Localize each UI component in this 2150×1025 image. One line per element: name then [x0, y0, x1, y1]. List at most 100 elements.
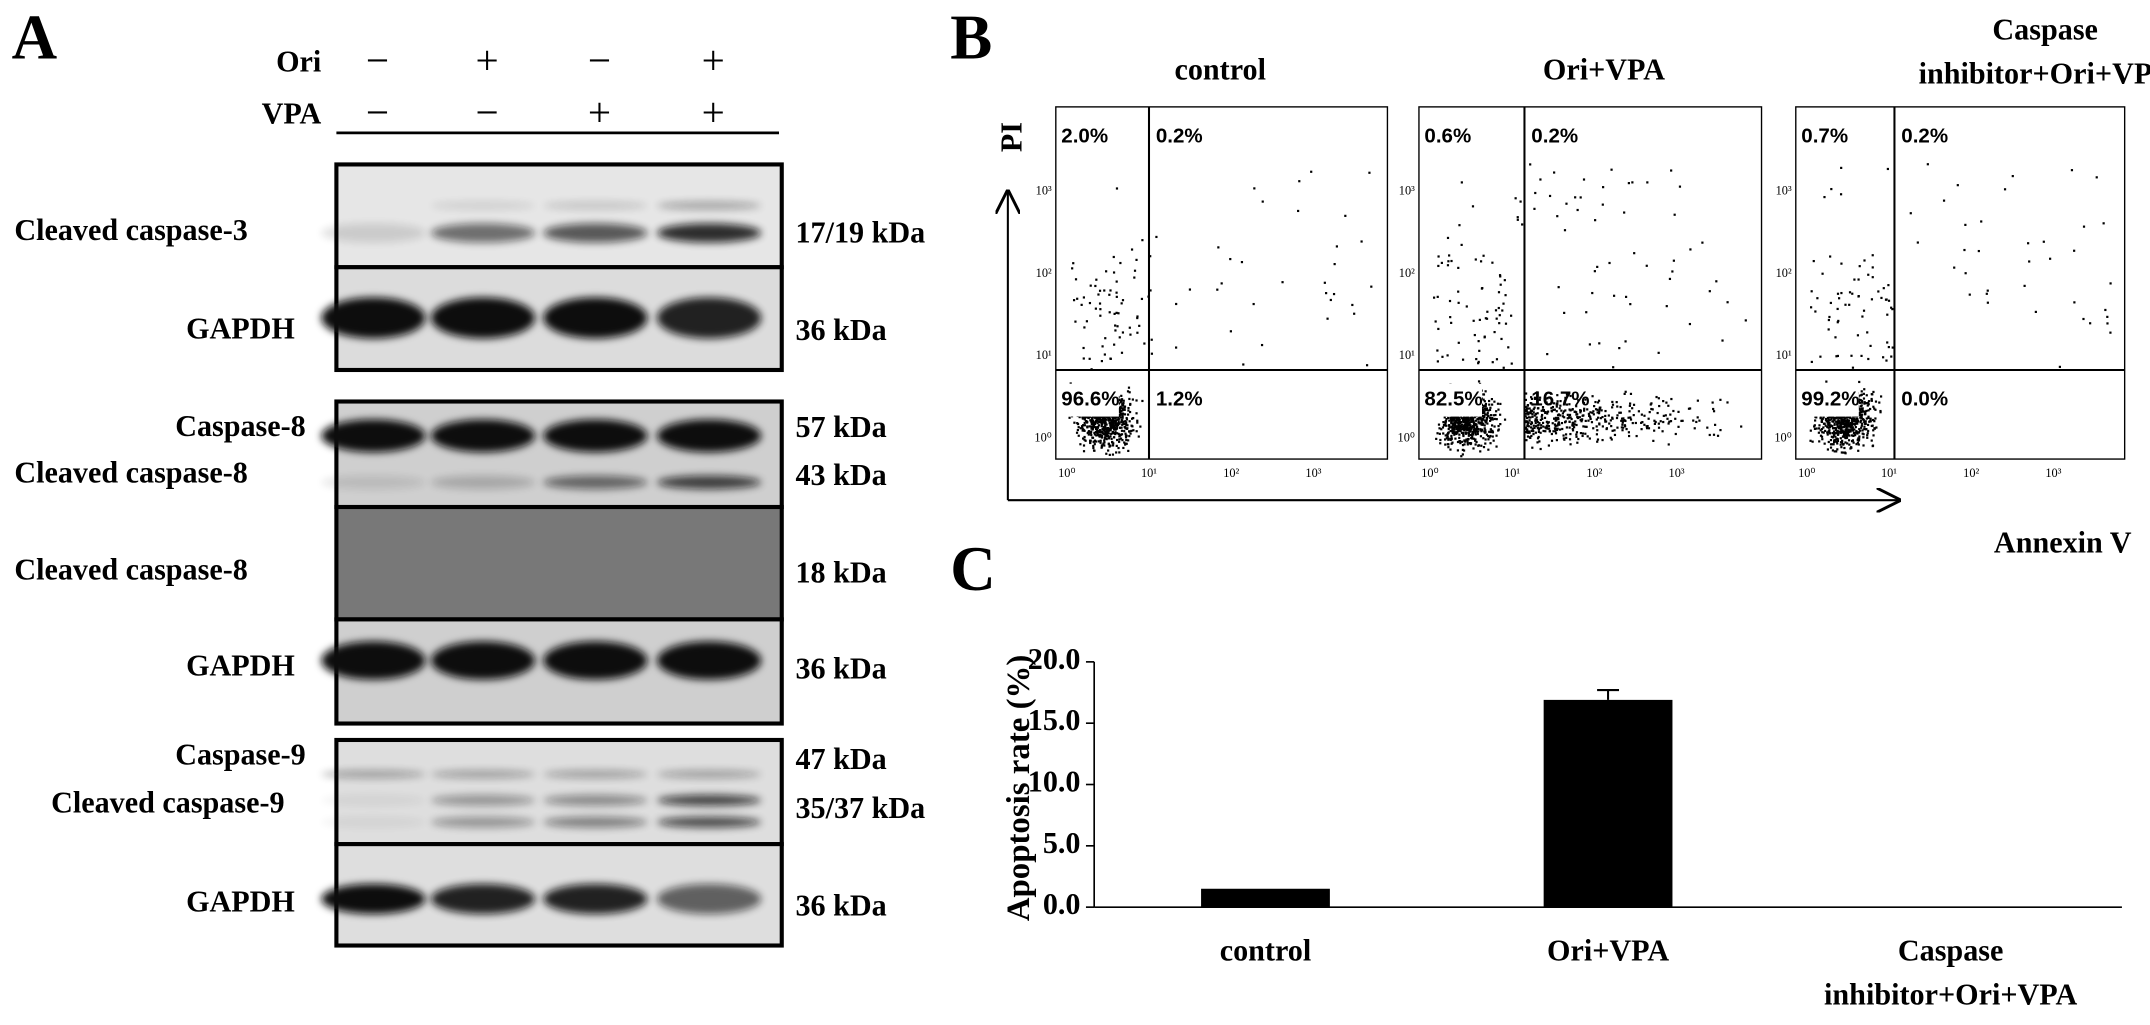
- event-dot: [1460, 420, 1463, 424]
- event-dot: [1445, 417, 1448, 421]
- event-dot: [1551, 422, 1554, 425]
- event-dot: [1335, 245, 1338, 248]
- event-dot: [1082, 444, 1086, 447]
- event-dot: [1596, 408, 1599, 411]
- event-dot: [1092, 425, 1096, 428]
- event-dot: [1469, 424, 1472, 427]
- event-dot: [1872, 405, 1875, 408]
- event-dot: [1865, 428, 1868, 431]
- event-dot: [1499, 275, 1502, 278]
- event-dot: [1479, 417, 1482, 420]
- event-dot: [1591, 291, 1594, 295]
- event-dot: [1582, 425, 1585, 428]
- event-dot: [1844, 429, 1847, 432]
- event-dot: [1538, 398, 1541, 401]
- x-tick-label-box: Ori+VPA: [1547, 933, 1669, 967]
- event-dot: [1121, 407, 1124, 410]
- event-dot: [1135, 430, 1138, 433]
- event-dot: [1467, 427, 1470, 430]
- event-dot: [1439, 442, 1442, 445]
- event-dot: [1846, 418, 1849, 422]
- event-dot: [1116, 422, 1119, 425]
- event-dot: [1670, 169, 1673, 172]
- event-dot: [1495, 445, 1498, 448]
- event-dot: [1076, 297, 1079, 300]
- event-dot: [1909, 212, 1912, 215]
- event-dot: [1466, 428, 1469, 432]
- event-dot: [1828, 315, 1831, 319]
- event-dot: [1566, 413, 1569, 416]
- event-dot: [1497, 429, 1500, 432]
- event-dot: [1839, 437, 1842, 440]
- event-dot: [1449, 438, 1452, 441]
- event-dot: [1640, 421, 1643, 424]
- event-dot: [1128, 326, 1131, 329]
- event-dot: [1089, 439, 1092, 442]
- event-dot: [2106, 322, 2109, 325]
- event-dot: [1136, 316, 1139, 320]
- event-dot: [1886, 341, 1889, 344]
- event-dot: [1543, 416, 1547, 419]
- band: [543, 816, 648, 828]
- event-dot: [1845, 421, 1849, 424]
- event-dot: [1527, 431, 1530, 434]
- event-dot: [2082, 317, 2085, 321]
- event-dot: [1106, 416, 1109, 419]
- event-dot: [1587, 419, 1590, 422]
- event-dot: [1558, 407, 1561, 410]
- event-dot: [1499, 423, 1502, 426]
- event-dot: [2109, 331, 2112, 334]
- event-dot: [1128, 420, 1131, 423]
- event-dot: [1561, 427, 1564, 431]
- event-dot: [1458, 424, 1461, 427]
- event-dot: [1107, 429, 1111, 432]
- event-dot: [1465, 438, 1468, 441]
- event-dot: [1103, 439, 1106, 442]
- event-dot: [1620, 419, 1623, 422]
- event-dot: [1575, 405, 1578, 408]
- event-dot: [1100, 434, 1104, 437]
- event-dot: [1124, 427, 1127, 430]
- y-tick-label: 10³: [1399, 184, 1415, 198]
- event-dot: [1552, 408, 1555, 412]
- event-dot: [1726, 301, 1729, 304]
- event-dot: [1537, 430, 1540, 433]
- event-dot: [1461, 417, 1465, 420]
- event-dot: [1452, 418, 1455, 421]
- event-dot: [1826, 448, 1830, 451]
- event-dot: [1817, 427, 1821, 430]
- event-dot: [1554, 419, 1557, 422]
- event-dot: [1890, 306, 1893, 309]
- band: [321, 794, 426, 806]
- event-dot: [1601, 425, 1604, 428]
- event-dot: [1828, 429, 1831, 432]
- event-dot: [1851, 418, 1854, 421]
- event-dot: [1116, 432, 1119, 435]
- event-dot: [1867, 273, 1870, 276]
- event-dot: [1455, 417, 1458, 420]
- event-dot: [1108, 453, 1111, 456]
- event-dot: [1662, 414, 1665, 417]
- event-dot: [1483, 410, 1486, 414]
- event-dot: [1848, 434, 1851, 437]
- event-dot: [1451, 422, 1455, 425]
- event-dot: [1447, 416, 1450, 420]
- event-dot: [1835, 416, 1838, 419]
- event-dot: [1462, 416, 1466, 419]
- event-dot: [1188, 288, 1192, 291]
- event-dot: [1526, 429, 1529, 432]
- event-dot: [1480, 423, 1483, 426]
- event-dot: [1090, 368, 1093, 371]
- event-dot: [1863, 425, 1866, 428]
- event-dot: [1109, 435, 1112, 438]
- band: [657, 223, 762, 243]
- event-dot: [1547, 424, 1551, 428]
- event-dot: [1130, 248, 1134, 251]
- event-dot: [1507, 346, 1510, 349]
- event-dot: [1559, 404, 1562, 407]
- event-dot: [1840, 419, 1843, 422]
- event-dot: [1677, 425, 1680, 428]
- event-dot: [1571, 424, 1574, 427]
- event-dot: [1105, 452, 1108, 455]
- event-dot: [1140, 297, 1144, 301]
